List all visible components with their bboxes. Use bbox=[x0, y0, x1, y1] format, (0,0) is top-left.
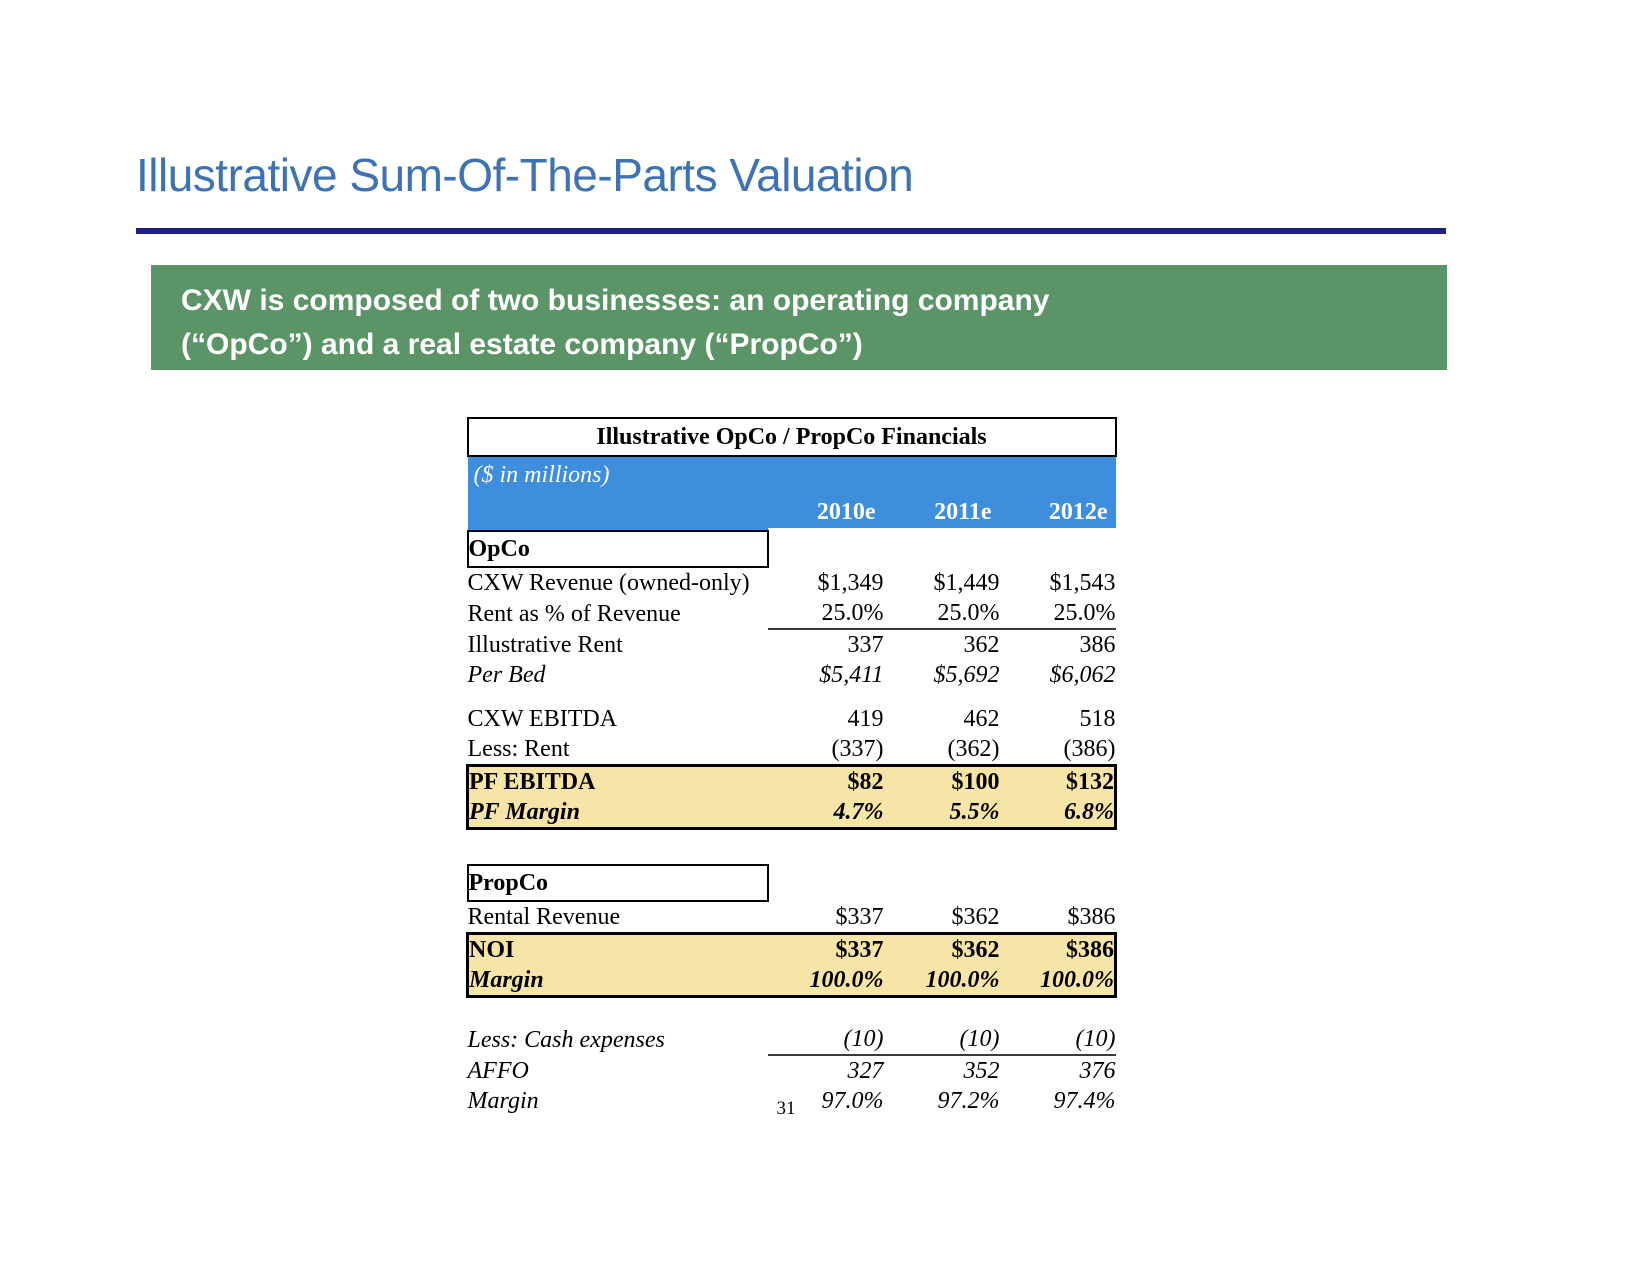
row-value: 97.4% bbox=[1053, 1088, 1116, 1114]
row-value: 462 bbox=[963, 706, 1000, 732]
row-value: 386 bbox=[1079, 632, 1116, 658]
row-value: 25.0% bbox=[767, 598, 884, 630]
table-row: Rental Revenue $337 $362 $386 bbox=[468, 901, 1116, 934]
row-value: 100.0% bbox=[767, 965, 884, 998]
row-spacer bbox=[468, 997, 1116, 1025]
row-label: Illustrative Rent bbox=[467, 632, 623, 658]
row-label: Rent as % of Revenue bbox=[467, 601, 681, 627]
row-value: $132 bbox=[999, 764, 1117, 797]
table-row: CXW EBITDA 419 462 518 bbox=[468, 704, 1116, 734]
table-title: Illustrative OpCo / PropCo Financials bbox=[466, 417, 1117, 457]
table-row: Illustrative Rent 337 362 386 bbox=[468, 629, 1116, 660]
row-value: 337 bbox=[847, 632, 884, 658]
row-label: Rental Revenue bbox=[467, 904, 621, 930]
row-value: $1,543 bbox=[1049, 570, 1116, 596]
row-value: (337) bbox=[767, 734, 884, 767]
year-header-row: 2010e 2011e 2012e bbox=[467, 494, 1116, 531]
row-label: NOI bbox=[466, 932, 768, 965]
highlight-row-noi-margin: Margin 100.0% 100.0% 100.0% bbox=[466, 965, 1117, 998]
table-row: AFFO 327 352 376 bbox=[468, 1055, 1116, 1086]
highlight-row-pf-ebitda: PF EBITDA $82 $100 $132 bbox=[466, 764, 1117, 797]
page-title: Illustrative Sum-Of-The-Parts Valuation bbox=[136, 149, 914, 201]
row-value: $386 bbox=[1067, 904, 1116, 930]
row-value: $6,062 bbox=[1049, 662, 1116, 688]
row-label: Margin bbox=[466, 965, 768, 998]
row-label: Less: Rent bbox=[467, 736, 570, 762]
units-label: ($ in millions) bbox=[473, 462, 610, 488]
row-value: (10) bbox=[999, 1024, 1116, 1056]
table-title-row: Illustrative OpCo / PropCo Financials bbox=[466, 417, 1117, 457]
row-value: $82 bbox=[767, 764, 884, 797]
table-row: Per Bed $5,411 $5,692 $6,062 bbox=[468, 660, 1116, 690]
table-row: Rent as % of Revenue 25.0% 25.0% 25.0% bbox=[467, 598, 1116, 630]
row-value: $337 bbox=[767, 932, 884, 965]
row-value: 100.0% bbox=[999, 965, 1117, 998]
row-label: PF EBITDA bbox=[466, 764, 768, 797]
row-value: $1,349 bbox=[817, 570, 884, 596]
row-value: $5,411 bbox=[819, 662, 884, 688]
banner-line-2: (“OpCo”) and a real estate company (“Pro… bbox=[181, 328, 863, 361]
row-value: (362) bbox=[883, 734, 1000, 767]
banner-line-1: CXW is composed of two businesses: an op… bbox=[181, 284, 1050, 317]
row-value: 419 bbox=[847, 706, 884, 732]
financials-table: Illustrative OpCo / PropCo Financials ($… bbox=[466, 417, 1117, 1116]
row-value: $337 bbox=[835, 904, 884, 930]
row-value: (386) bbox=[999, 734, 1116, 767]
page-number-value: 31 bbox=[776, 1098, 796, 1119]
row-value: $1,449 bbox=[933, 570, 1000, 596]
title-divider bbox=[136, 228, 1446, 234]
key-message-banner: CXW is composed of two businesses: an op… bbox=[151, 265, 1447, 370]
row-value: 97.0% bbox=[821, 1088, 884, 1114]
row-value: 327 bbox=[847, 1058, 884, 1084]
row-label: Less: Cash expenses bbox=[467, 1027, 665, 1053]
highlight-row-noi: NOI $337 $362 $386 bbox=[466, 932, 1117, 965]
row-value: 25.0% bbox=[999, 598, 1116, 630]
row-spacer bbox=[468, 829, 1116, 866]
row-spacer bbox=[468, 690, 1116, 704]
row-value: 25.0% bbox=[883, 598, 1000, 630]
row-value: 362 bbox=[963, 632, 1000, 658]
propco-section-label: PropCo bbox=[466, 864, 769, 902]
table-row: Less: Cash expenses (10) (10) (10) bbox=[467, 1024, 1116, 1056]
table-row: Margin 97.0% 97.2% 97.4% bbox=[468, 1086, 1116, 1116]
row-value: 5.5% bbox=[883, 797, 1000, 830]
column-header-2011e: 2011e bbox=[884, 494, 1000, 531]
propco-header-spacer bbox=[768, 865, 1116, 901]
column-header-2010e: 2010e bbox=[768, 494, 884, 531]
row-label: Per Bed bbox=[467, 662, 546, 688]
row-label: AFFO bbox=[467, 1058, 529, 1084]
table-row: Less: Rent (337) (362) (386) bbox=[467, 734, 1116, 767]
row-value: $362 bbox=[883, 932, 1000, 965]
row-value: $386 bbox=[999, 932, 1117, 965]
row-value: 97.2% bbox=[937, 1088, 1000, 1114]
column-header-2012e: 2012e bbox=[1000, 494, 1116, 531]
row-value: $5,692 bbox=[933, 662, 1000, 688]
opco-header-spacer bbox=[768, 531, 1116, 567]
opco-section-header-row: OpCo bbox=[466, 530, 1116, 568]
highlight-row-pf-margin: PF Margin 4.7% 5.5% 6.8% bbox=[466, 797, 1117, 830]
row-label: Margin bbox=[467, 1088, 539, 1114]
row-value: 518 bbox=[1079, 706, 1116, 732]
propco-section-header-row: PropCo bbox=[466, 864, 1116, 902]
row-value: 6.8% bbox=[999, 797, 1117, 830]
opco-section-label: OpCo bbox=[466, 530, 769, 568]
table-row: CXW Revenue (owned-only) $1,349 $1,449 $… bbox=[468, 567, 1116, 598]
row-label: PF Margin bbox=[466, 797, 768, 830]
row-value: $100 bbox=[883, 764, 1000, 797]
row-value: (10) bbox=[883, 1024, 1000, 1056]
row-value: 100.0% bbox=[883, 965, 1000, 998]
page-number: 31 bbox=[0, 1098, 1650, 1120]
row-value: (10) bbox=[767, 1024, 884, 1056]
row-label: CXW Revenue (owned-only) bbox=[467, 570, 750, 596]
row-value: $362 bbox=[951, 904, 1000, 930]
row-label: CXW EBITDA bbox=[467, 706, 618, 732]
units-row: ($ in millions) bbox=[467, 456, 1116, 494]
row-value: 376 bbox=[1079, 1058, 1116, 1084]
row-value: 352 bbox=[963, 1058, 1000, 1084]
year-header-spacer bbox=[468, 494, 768, 531]
row-value: 4.7% bbox=[767, 797, 884, 830]
